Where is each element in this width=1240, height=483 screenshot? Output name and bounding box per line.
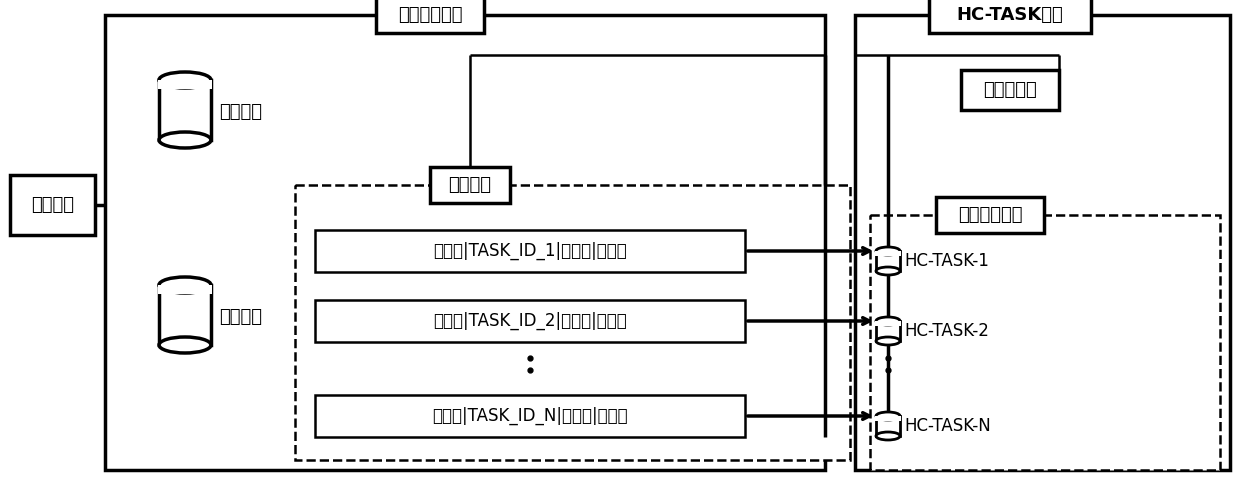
Ellipse shape [875,267,900,275]
Ellipse shape [159,132,211,148]
Text: 头结点|TASK_ID_1|版本号|尾节点: 头结点|TASK_ID_1|版本号|尾节点 [433,242,627,260]
Ellipse shape [159,337,211,353]
Bar [936,198,1044,233]
Bar [875,321,901,326]
Bar [875,416,900,436]
Text: 任务流程: 任务流程 [219,103,262,121]
Text: 头结点|TASK_ID_2|版本号|尾节点: 头结点|TASK_ID_2|版本号|尾节点 [433,312,627,330]
Bar [875,251,900,271]
Bar [105,15,825,470]
Ellipse shape [875,337,900,345]
Ellipse shape [875,432,900,440]
Ellipse shape [875,317,900,325]
Bar [929,0,1091,33]
Bar [856,15,1230,470]
Text: 版本生成器: 版本生成器 [983,81,1037,99]
Text: HC-TASK-N: HC-TASK-N [904,417,991,435]
Text: 守护进程: 守护进程 [31,196,74,214]
Bar [159,80,211,140]
Ellipse shape [875,247,900,255]
Bar [875,321,900,341]
Bar [961,71,1059,110]
Text: 任务基础单元: 任务基础单元 [957,206,1022,224]
Bar [10,175,95,235]
Bar [315,300,745,342]
Text: 流程链路: 流程链路 [449,176,491,194]
Text: 流程编排模块: 流程编排模块 [398,6,463,24]
Bar [430,167,510,203]
Bar [157,285,212,294]
Bar [157,80,212,89]
Bar [875,251,901,256]
Ellipse shape [875,412,900,420]
Bar [875,416,901,421]
Bar [295,185,849,460]
Ellipse shape [159,72,211,88]
Text: HC-TASK组件: HC-TASK组件 [956,6,1064,24]
Text: HC-TASK-2: HC-TASK-2 [904,322,988,340]
Text: 有序列表: 有序列表 [219,308,262,326]
Ellipse shape [159,277,211,293]
Bar [870,215,1220,470]
Text: HC-TASK-1: HC-TASK-1 [904,252,988,270]
Bar [376,0,484,33]
Bar [315,230,745,272]
Text: 头结点|TASK_ID_N|版本号|尾节点: 头结点|TASK_ID_N|版本号|尾节点 [433,407,627,425]
Bar [315,395,745,437]
Bar [159,285,211,345]
